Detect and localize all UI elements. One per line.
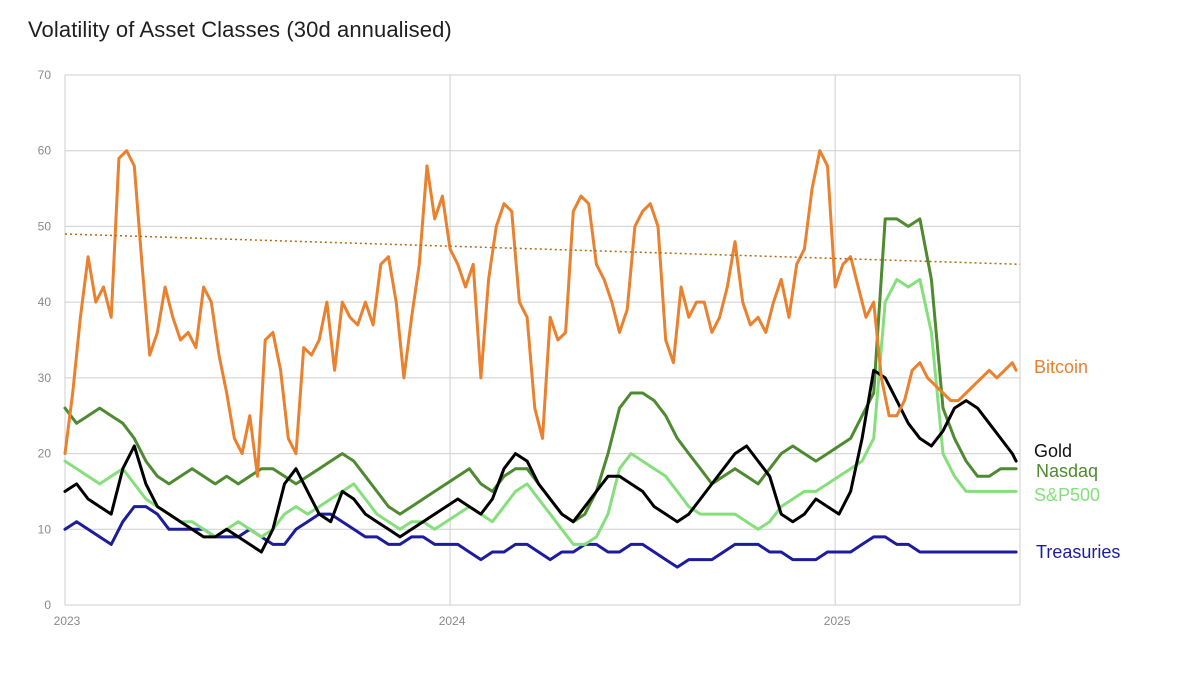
- series-label-bitcoin: Bitcoin: [1034, 357, 1088, 377]
- chart-title: Volatility of Asset Classes (30d annuali…: [28, 17, 452, 42]
- series-line-gold: [63, 368, 1018, 554]
- trend-line: [64, 233, 1021, 266]
- y-tick-label: 30: [38, 371, 52, 385]
- series-label-treasuries: Treasuries: [1036, 542, 1120, 562]
- x-tick-label: 2024: [439, 614, 466, 628]
- y-tick-label: 10: [38, 522, 52, 536]
- series-line-bitcoin: [63, 149, 1018, 478]
- x-axis-ticks: 2023 2024 2025: [54, 614, 851, 628]
- x-tick-label: 2025: [824, 614, 851, 628]
- bitcoin-trend-line: [64, 233, 1021, 266]
- y-tick-label: 50: [38, 219, 52, 233]
- series-label-gold: Gold: [1034, 441, 1072, 461]
- y-tick-label: 60: [38, 144, 52, 158]
- y-tick-label: 70: [38, 68, 52, 82]
- series-line-sp500: [63, 277, 1018, 546]
- y-axis-ticks: 0 10 20 30 40 50 60 70: [38, 68, 52, 612]
- y-tick-label: 0: [44, 598, 51, 612]
- series-line-treasuries: [63, 505, 1018, 569]
- series-lines: [63, 149, 1018, 569]
- y-tick-label: 20: [38, 447, 52, 461]
- grid: [64, 74, 1021, 606]
- series-label-nasdaq: Nasdaq: [1036, 461, 1098, 481]
- series-label-sp500: S&P500: [1034, 485, 1100, 505]
- x-tick-label: 2023: [54, 614, 81, 628]
- y-tick-label: 40: [38, 295, 52, 309]
